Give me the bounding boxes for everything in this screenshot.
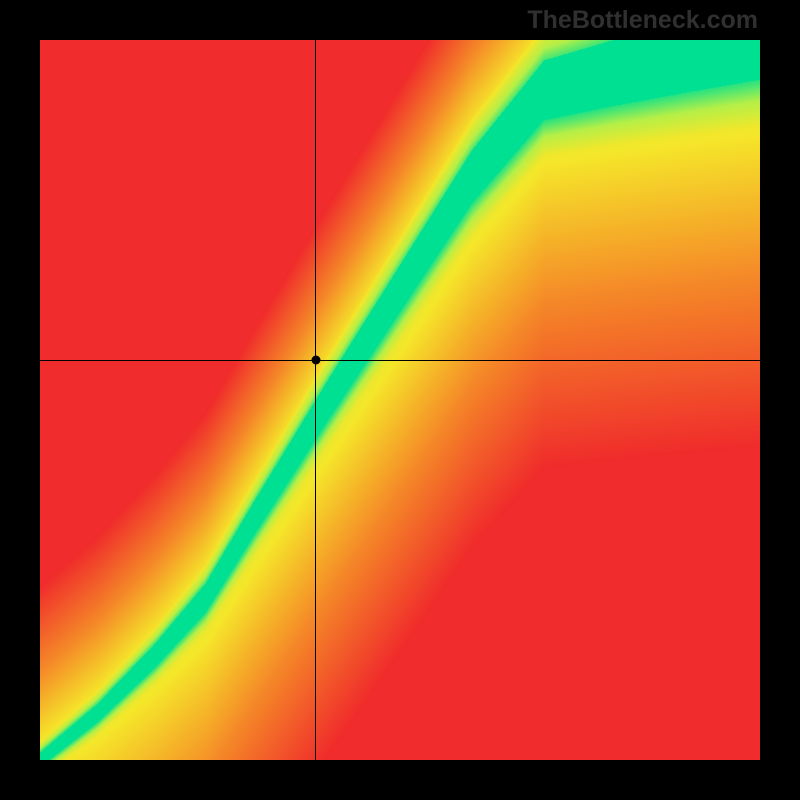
crosshair-marker — [311, 356, 320, 365]
crosshair-vertical — [315, 40, 316, 760]
heatmap-canvas — [40, 40, 760, 760]
plot-area — [40, 40, 760, 760]
outer-frame: TheBottleneck.com — [0, 0, 800, 800]
crosshair-horizontal — [40, 360, 760, 361]
watermark-text: TheBottleneck.com — [527, 6, 758, 35]
